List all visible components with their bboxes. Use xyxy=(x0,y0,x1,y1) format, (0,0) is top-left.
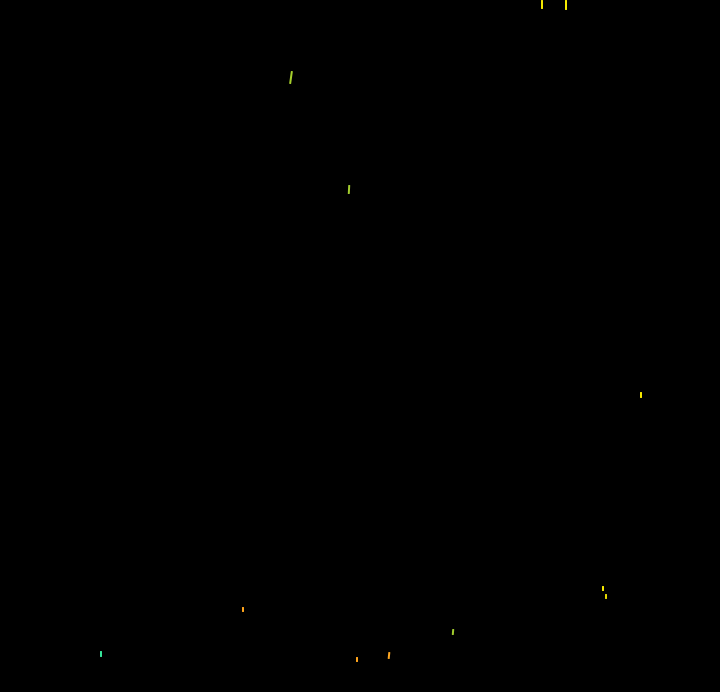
light-dash-green-lower xyxy=(451,628,455,636)
light-dash-green-mid xyxy=(347,184,351,195)
light-dot-orange-left xyxy=(242,607,244,612)
light-dot-springgreen xyxy=(100,651,102,657)
light-dot-yellow-pair-top xyxy=(602,586,604,591)
light-dash-orange-bottom xyxy=(387,651,391,660)
light-dot-orange-bottom xyxy=(356,657,358,662)
light-streak-top-left xyxy=(541,0,543,9)
light-streak-top-right xyxy=(565,0,567,10)
light-dot-yellow-right xyxy=(640,392,642,398)
light-slash-upper xyxy=(289,70,293,85)
light-dot-yellow-pair-bottom xyxy=(605,594,607,599)
